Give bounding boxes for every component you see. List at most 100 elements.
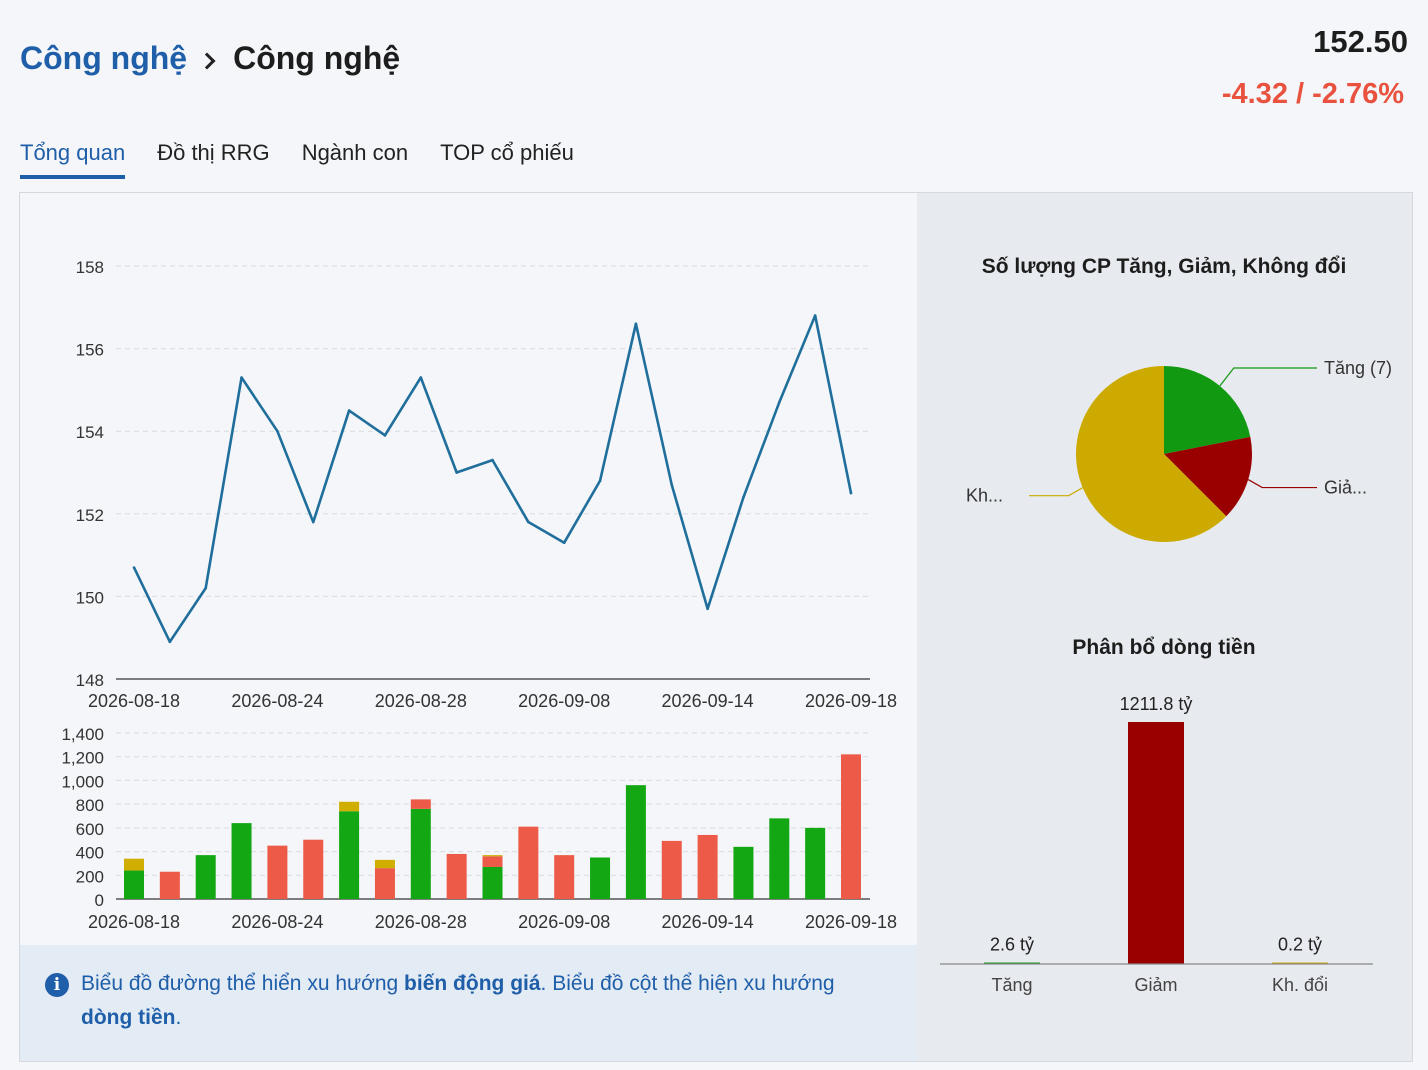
pie-slice: [1076, 366, 1227, 542]
flow-bar: [1128, 722, 1184, 964]
price-point: [670, 483, 674, 487]
volume-bar-up: [590, 857, 611, 899]
volume-bar-down: [374, 868, 395, 899]
breadth-area: Số lượng CP Tăng, Giảm, Không đổi Tăng (7…: [917, 193, 1412, 1061]
breadcrumb-parent-link[interactable]: Công nghệ: [20, 40, 188, 76]
volume-bar-up: [124, 870, 144, 899]
line-x-tick-label: 2026-08-24: [231, 691, 323, 711]
volume-bar-up: [339, 811, 360, 899]
line-y-tick-label: 152: [76, 506, 104, 525]
price-change: -4.32 / -2.76%: [1221, 78, 1404, 110]
pie-label-connector: [1029, 487, 1083, 497]
volume-bar-flat: [124, 858, 144, 871]
volume-y-tick-label: 800: [76, 796, 104, 815]
pie-chart-title: Số lượng CP Tăng, Giảm, Không đổi: [982, 255, 1347, 278]
volume-bar-up: [195, 855, 216, 899]
flow-data-label: 0.2 tỷ: [1278, 935, 1322, 955]
line-x-tick-label: 2026-09-18: [805, 691, 897, 711]
page-title: Công nghệ: [233, 40, 401, 76]
price-point: [132, 566, 136, 569]
flow-data-label: 2.6 tỷ: [990, 935, 1034, 955]
price-point: [383, 434, 387, 437]
volume-bar-down: [303, 839, 324, 899]
line-y-tick-label: 148: [76, 671, 104, 690]
volume-x-tick-label: 2026-09-08: [518, 912, 610, 932]
volume-bar-down: [159, 871, 180, 899]
volume-bar-up: [805, 827, 826, 899]
volume-bar-up: [410, 808, 431, 899]
price-point: [706, 607, 709, 611]
pie-slice-label: Kh...: [966, 486, 1003, 506]
price-point: [276, 429, 279, 433]
index-price: 152.50: [1313, 24, 1408, 59]
pie-slice: [1164, 366, 1251, 454]
overview-panel: 158 156 154 152 150 148 2026-08-18 2026-08-24 20…: [19, 192, 1413, 1062]
tab-rrg-chart[interactable]: Đồ thị RRG: [157, 140, 270, 165]
price-point: [204, 586, 207, 590]
volume-bar-down: [410, 799, 431, 809]
line-x-tick-label: 2026-08-28: [375, 691, 467, 711]
volume-bar-up: [733, 846, 754, 899]
volume-bar-up: [625, 785, 646, 899]
flow-data-label: 1211.8 tỷ: [1120, 694, 1193, 714]
volume-bar-down: [518, 826, 539, 899]
flow-category-label: Kh. đổi: [1272, 975, 1328, 995]
volume-y-tick-label: 1,200: [61, 749, 104, 768]
volume-y-tick-label: 400: [76, 844, 104, 863]
volume-y-tick-label: 1,400: [61, 725, 104, 744]
info-icon: i: [45, 973, 69, 997]
volume-bar-down: [661, 840, 682, 899]
volume-bar-flat: [339, 801, 360, 812]
line-y-tick-label: 150: [76, 588, 104, 607]
price-point: [168, 640, 172, 644]
tab-overview[interactable]: Tổng quan: [20, 140, 126, 179]
price-point: [849, 491, 853, 495]
price-point: [813, 314, 817, 317]
volume-x-tick-label: 2026-08-18: [88, 912, 180, 932]
flow-bar: [984, 962, 1040, 964]
volume-x-tick-label: 2026-09-14: [662, 912, 754, 932]
price-point: [491, 458, 494, 462]
breadth-charts: Số lượng CP Tăng, Giảm, Không đổi Tăng (7…: [940, 255, 1392, 995]
price-point: [455, 471, 458, 474]
line-x-tick-label: 2026-09-08: [518, 691, 610, 711]
breadcrumb: Công nghệ Công nghệ: [20, 40, 400, 77]
volume-bar-up: [769, 818, 790, 899]
volume-x-tick-label: 2026-08-24: [231, 912, 323, 932]
price-volume-area: 158 156 154 152 150 148 2026-08-18 2026-08-24 20…: [20, 193, 917, 945]
flow-bar: [1272, 962, 1328, 964]
volume-y-tick-label: 200: [76, 867, 104, 886]
volume-bar-down: [554, 855, 575, 899]
note-text: Biểu đồ đường thể hiển xu hướng biến độn…: [81, 972, 835, 1029]
volume-bar-down: [841, 754, 861, 899]
chevron-right-icon: [198, 52, 216, 69]
tab-sub-industries[interactable]: Ngành con: [301, 140, 409, 165]
price-point: [419, 376, 423, 379]
volume-y-tick-label: 600: [76, 820, 104, 839]
volume-bar-down: [446, 853, 467, 899]
volume-y-tick-label: 1,000: [61, 772, 104, 791]
volume-y-tick-label: 0: [95, 891, 104, 910]
price-point: [240, 376, 243, 379]
tab-top-stocks[interactable]: TOP cổ phiếu: [440, 140, 574, 165]
line-y-tick-label: 154: [76, 423, 104, 442]
chart-note: i Biểu đồ đường thể hiển xu hướng biến đ…: [20, 945, 917, 1061]
flow-category-label: Giảm: [1134, 975, 1177, 995]
tab-bar: Tổng quan Đồ thị RRG Ngành con TOP cổ ph…: [20, 140, 606, 179]
volume-bar-flat: [482, 855, 503, 857]
line-y-tick-label: 156: [76, 341, 104, 360]
volume-bar-down: [697, 834, 718, 899]
volume-bar-up: [482, 866, 503, 899]
price-line-series: [132, 314, 853, 644]
volume-bar-flat: [374, 859, 395, 869]
flow-category-label: Tăng: [991, 975, 1032, 995]
price-point: [742, 495, 745, 499]
price-point: [598, 479, 602, 483]
price-point: [527, 520, 530, 524]
price-point: [347, 409, 351, 412]
pie-slice-label: Giả...: [1324, 478, 1367, 498]
price-point: [311, 520, 315, 524]
price-point: [634, 322, 638, 326]
price-point: [562, 541, 566, 545]
